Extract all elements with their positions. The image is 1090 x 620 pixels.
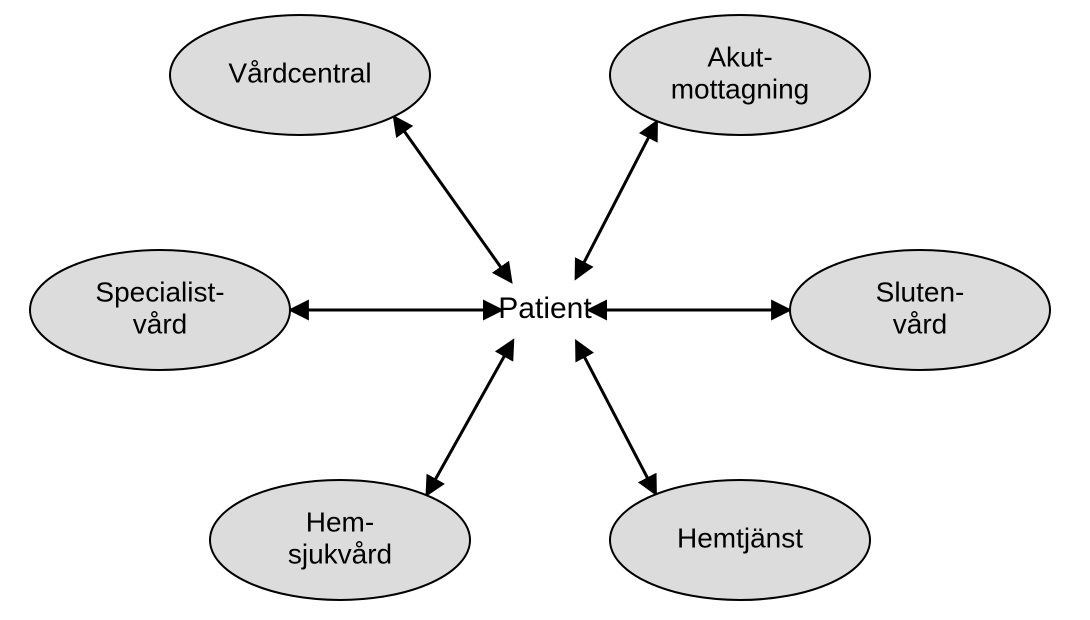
node-specialist: Specialist-vård [30,250,290,370]
node-label-sluten-line0: Sluten- [876,276,965,307]
node-vardcentral: Vårdcentral [170,15,430,135]
node-label-hemsjukvard-line1: sjukvård [288,538,392,569]
node-label-specialist-line1: vård [133,308,187,339]
node-akut: Akut-mottagning [610,15,870,135]
node-sluten: Sluten-vård [790,250,1050,370]
node-label-vardcentral-line0: Vårdcentral [228,57,371,88]
edge-hemtjanst [584,356,656,494]
node-hemtjanst: Hemtjänst [610,480,870,600]
node-hemsjukvard: Hem-sjukvård [210,480,470,600]
node-label-akut-line0: Akut- [707,41,772,72]
edge-akut [583,121,657,264]
node-label-akut-line1: mottagning [671,73,810,104]
node-label-sluten-line1: vård [893,308,947,339]
center-label: Patient [498,292,592,325]
node-label-specialist-line0: Specialist- [95,276,224,307]
node-label-hemtjanst-line0: Hemtjänst [677,522,803,553]
node-label-hemsjukvard-line0: Hem- [306,506,374,537]
diagram-canvas: Vårdcentral Akut-mottagning Specialist-vår… [0,0,1090,620]
edge-hemsjukvard [426,355,505,495]
edge-vardcentral [394,117,502,269]
